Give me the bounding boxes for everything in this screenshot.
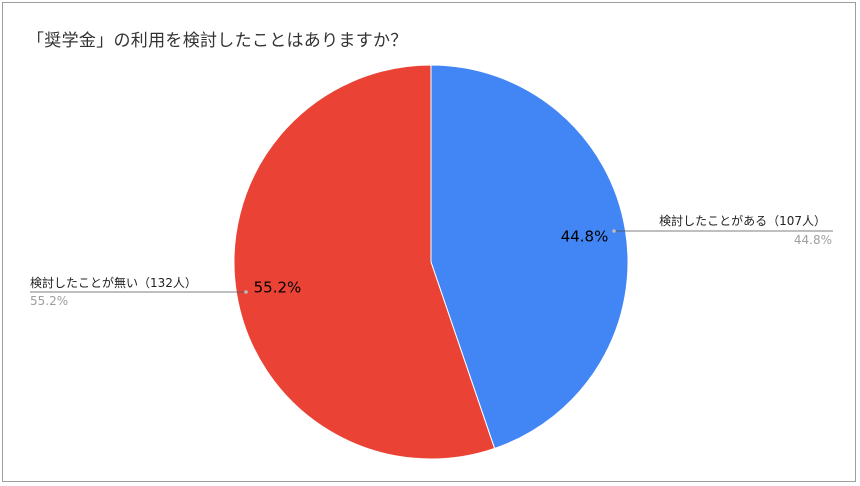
slices-layer [233, 64, 629, 460]
callouts-layer: 検討したことがある（107人） 44.8% 検討したことが無い（132人） 55.2% [30, 213, 833, 308]
slice-percent-label-2: 55.2% [254, 278, 302, 296]
callout-percent-2: 55.2% [30, 294, 68, 308]
callout-percent-1: 44.8% [794, 233, 832, 247]
pie-slice-1[interactable] [430, 64, 629, 450]
callout-label-1: 検討したことがある（107人） [659, 213, 826, 228]
chart-title: 「奨学金」の利用を検討したことはありますか？ [27, 31, 408, 51]
pie-slice-2[interactable] [233, 64, 496, 460]
callout-dot-2 [244, 290, 248, 294]
callout-dot-1 [612, 229, 616, 233]
slice-percent-label-1: 44.8% [561, 228, 609, 246]
callout-label-2: 検討したことが無い（132人） [30, 275, 197, 290]
labels-layer: 44.8% 55.2% [254, 228, 609, 297]
